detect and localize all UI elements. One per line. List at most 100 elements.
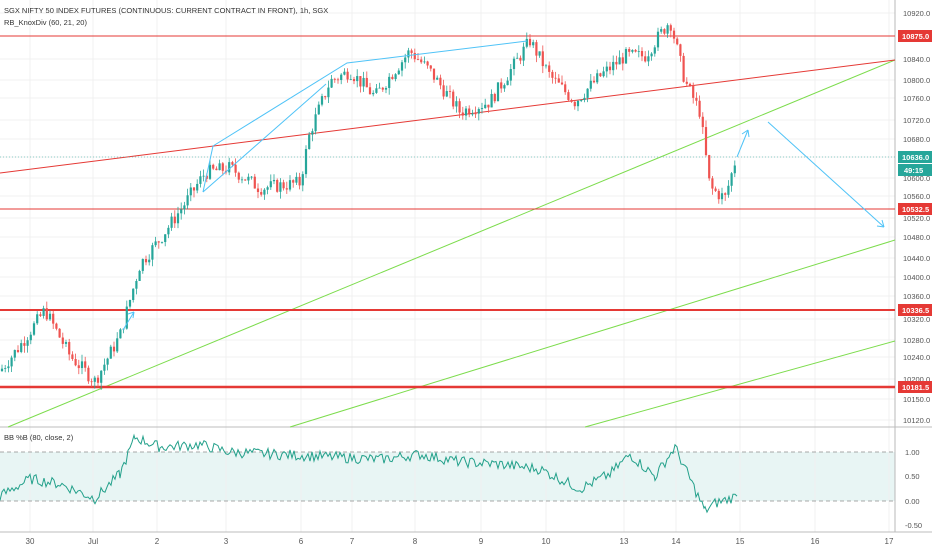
osc-tick-label: 0.00 <box>905 497 920 506</box>
candle-body <box>698 100 701 117</box>
oscillator-band <box>0 452 895 501</box>
green-trendline-1[interactable] <box>7 59 896 428</box>
candle-body <box>260 192 263 195</box>
channel-arrow-shaft-small[interactable] <box>122 311 135 331</box>
candle-body <box>487 104 490 108</box>
candle-body <box>4 368 7 369</box>
tag-10532: 10532.5 <box>898 203 932 215</box>
candle-body <box>336 79 340 81</box>
candle-body <box>135 280 138 289</box>
candle-body <box>560 82 564 85</box>
candle-body <box>522 46 525 61</box>
candle-body <box>388 76 391 88</box>
candle-body <box>298 176 301 186</box>
candle-body <box>474 113 477 115</box>
candle-body <box>311 131 314 135</box>
projection-arrow-up-shaft[interactable] <box>736 129 749 158</box>
candle-body <box>564 84 567 93</box>
price-tick-label: 10200.0 <box>903 375 930 384</box>
price-tick-label: 10720.0 <box>903 116 930 125</box>
candle-body <box>77 365 80 369</box>
candle-body <box>80 361 84 369</box>
candle-body <box>330 78 333 88</box>
candle-body <box>455 101 458 107</box>
candle-body <box>170 216 173 228</box>
tag-current-price-text: 10636.0 <box>902 153 929 162</box>
candle-body <box>714 188 717 191</box>
candle-body <box>125 306 128 329</box>
candle-body <box>116 338 119 352</box>
tag-countdown-text: 49:15 <box>904 166 923 175</box>
candle-body <box>509 69 512 81</box>
candle-body <box>314 114 317 132</box>
candle-body <box>525 38 528 47</box>
candle-body <box>74 358 77 366</box>
candle-body <box>205 175 208 179</box>
candle-body <box>103 364 106 371</box>
candle-body <box>532 42 535 46</box>
candle-body <box>247 176 250 181</box>
candle-body <box>516 57 519 59</box>
time-tick-label: 6 <box>299 537 304 546</box>
candle-body <box>48 313 52 320</box>
candle-body <box>461 112 464 116</box>
candle-body <box>669 25 672 31</box>
candle-body <box>448 91 452 92</box>
candle-body <box>215 168 218 171</box>
red-trendline[interactable] <box>0 59 896 174</box>
candle-body <box>692 85 695 98</box>
candle-body <box>16 350 20 352</box>
candle-body <box>554 77 557 79</box>
price-axis[interactable]: 10920.010880.010840.010800.010760.010720… <box>903 9 930 425</box>
candle-body <box>576 100 580 107</box>
candle-body <box>42 308 45 316</box>
candle-body <box>144 259 148 263</box>
candle-body <box>631 49 634 52</box>
oscillator-axis[interactable]: 1.00 0.50 0.00 -0.50 <box>905 448 922 530</box>
candle-body <box>628 49 631 52</box>
candle-body <box>653 47 656 54</box>
candle-body <box>228 162 231 173</box>
candle-body <box>234 164 237 173</box>
channel-left-edge[interactable] <box>202 145 214 193</box>
channel-upper-line[interactable] <box>212 40 528 147</box>
candle-body <box>695 97 698 101</box>
oscillator-label[interactable]: BB %B (80, close, 2) <box>4 433 74 442</box>
channel-lower-line[interactable] <box>202 83 327 193</box>
candle-body <box>285 188 288 190</box>
candle-body <box>471 113 474 115</box>
time-tick-label: 7 <box>350 537 355 546</box>
candle-body <box>586 88 589 98</box>
candle-body <box>730 173 733 186</box>
candle-body <box>413 52 416 60</box>
time-tick-label: 14 <box>672 537 681 546</box>
candle-body <box>160 242 164 243</box>
tag-10181-text: 10181.5 <box>902 383 929 392</box>
green-trendline-2[interactable] <box>289 239 896 428</box>
time-tick-label: 15 <box>736 537 745 546</box>
candle-body <box>109 346 112 359</box>
projection-arrow-down-shaft[interactable] <box>767 121 885 228</box>
osc-tick-label: 1.00 <box>905 448 920 457</box>
candle-body <box>672 30 676 39</box>
candle-body <box>416 59 420 60</box>
candle-body <box>583 97 586 100</box>
tag-10532-text: 10532.5 <box>902 205 929 214</box>
channel-arrow-head-small <box>127 311 135 319</box>
candle-body <box>436 77 439 80</box>
indicator-label[interactable]: RB_KnoxDiv (60, 21, 20) <box>4 18 87 27</box>
time-tick-label: 13 <box>620 537 629 546</box>
candle-body <box>544 65 548 67</box>
osc-tick-label: 0.50 <box>905 472 920 481</box>
time-axis[interactable]: 30 Jul 2 3 6 7 8 9 10 13 14 15 16 17 <box>26 537 894 546</box>
candle-body <box>548 65 551 72</box>
candle-body <box>10 357 13 367</box>
candle-body <box>647 56 650 62</box>
candle-body <box>119 329 122 339</box>
candle-body <box>602 71 605 77</box>
candle-body <box>644 56 647 62</box>
green-trendline-3[interactable] <box>584 340 896 428</box>
candle-body <box>173 216 176 224</box>
candle-body <box>202 175 205 177</box>
